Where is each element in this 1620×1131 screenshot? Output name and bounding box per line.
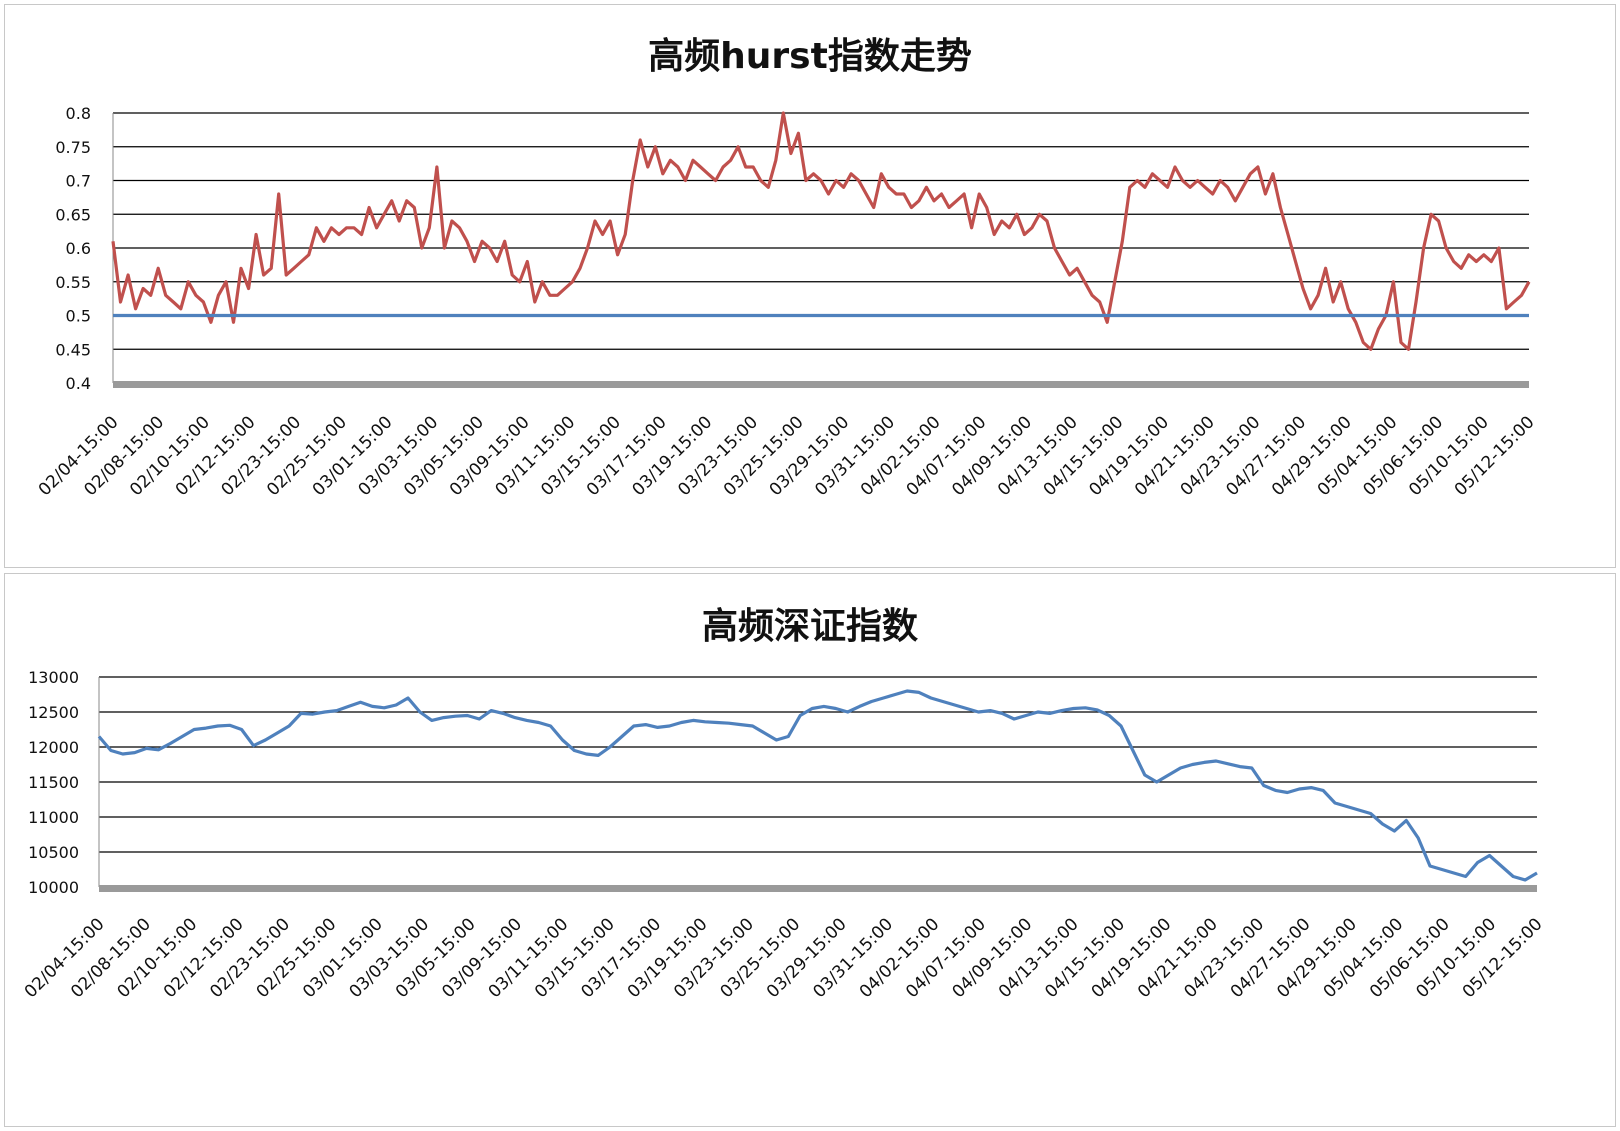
hurst-y-tick-label: 0.45 <box>55 340 91 359</box>
szindex-series-line-0 <box>97 689 1538 882</box>
hurst-chart-panel: 高频hurst指数走势 0.8 0.75 0.7 0.65 0.6 0.55 0.5 0.45… <box>4 4 1616 568</box>
hurst-y-tick-label: 0.65 <box>55 205 91 224</box>
szindex-chart-title: 高频深证指数 <box>701 606 918 647</box>
szindex-y-tick-label: 10500 <box>28 843 79 862</box>
szindex-y-tick-label: 10000 <box>28 878 79 897</box>
hurst-y-tick-label: 0.7 <box>66 172 91 191</box>
hurst-y-tick-label: 0.5 <box>66 307 91 326</box>
hurst-y-tick-label: 0.6 <box>66 239 91 258</box>
hurst-series-line-0 <box>111 111 1531 351</box>
szindex-x-axis-floor <box>99 885 1537 892</box>
szindex-y-tick-label: 11000 <box>28 808 79 827</box>
hurst-y-tick-label: 0.4 <box>66 374 91 393</box>
hurst-y-tick-label: 0.55 <box>55 273 91 292</box>
hurst-y-tick-label: 0.8 <box>66 104 91 123</box>
hurst-chart-plot: 0.80.750.70.650.60.550.50.450.402/04-15:… <box>35 104 1539 500</box>
hurst-x-axis-floor <box>113 381 1529 388</box>
szindex-y-tick-label: 12500 <box>28 703 79 722</box>
szindex-chart-plot: 13000 12500 12000 11500 11000 10500 10000 02/04… <box>21 668 1547 1002</box>
szindex-chart-panel: 高频深证指数 13000 12500 12000 11500 11000 10500 100… <box>4 573 1616 1127</box>
szindex-x-tick-label: 02/04-15:00 <box>21 914 109 1002</box>
szindex-y-tick-label: 12000 <box>28 738 79 757</box>
szindex-y-tick-label: 13000 <box>28 668 79 687</box>
hurst-x-tick-label: 05/12-15:00 <box>1451 412 1539 500</box>
hurst-chart-title: 高频hurst指数走势 <box>648 36 972 77</box>
szindex-y-tick-label: 11500 <box>28 773 79 792</box>
hurst-y-tick-label: 0.75 <box>55 138 91 157</box>
